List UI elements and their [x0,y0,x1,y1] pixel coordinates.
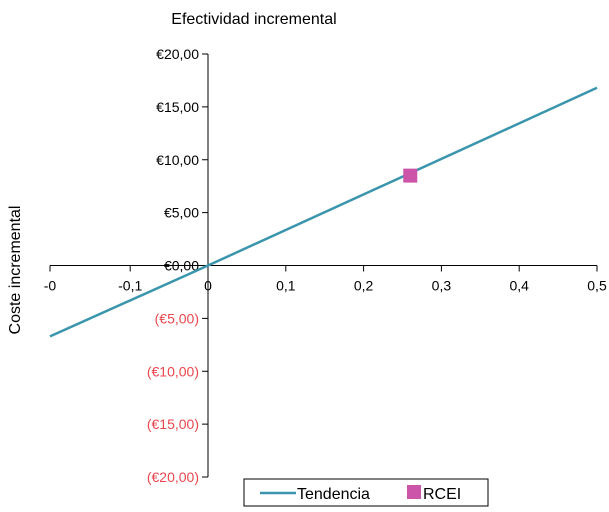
series-layer [49,86,598,338]
series-line-tendencia [49,86,598,338]
y-tick-label: (€15,00) [147,416,199,432]
y-tick-label: €10,00 [156,152,199,168]
legend-swatch-rcei [407,485,421,499]
axes: €20,00 €15,00 €10,00 €5,00 €0,00 (€5,00) (€10,… [44,46,607,485]
x-tick-label: -0 [44,278,57,294]
legend-label-rcei: RCEI [423,486,461,503]
x-tick-label: 0,1 [276,278,296,294]
x-tick-label: -0,1 [118,278,142,294]
x-tick-label: 0 [204,278,212,294]
y-tick-label: €20,00 [156,46,199,62]
x-tick-label: 0,3 [432,278,452,294]
marker-rcei [403,168,418,183]
chart-title: Efectividad incremental [171,11,336,28]
x-tick-label: 0,2 [354,278,374,294]
legend: Tendencia RCEI [243,478,489,507]
legend-label-tendencia: Tendencia [297,486,370,503]
y-tick-label: (€20,00) [147,469,199,485]
y-tick-label: €15,00 [156,99,199,115]
x-tick-label: 0,5 [587,278,607,294]
y-tick-label: €5,00 [164,205,199,221]
y-axis-label: Coste incremental [7,206,24,335]
y-tick-label: (€10,00) [147,363,199,379]
y-tick-label: €0,00 [164,258,199,274]
x-tick-label: 0,4 [509,278,529,294]
y-tick-label: (€5,00) [155,310,199,326]
